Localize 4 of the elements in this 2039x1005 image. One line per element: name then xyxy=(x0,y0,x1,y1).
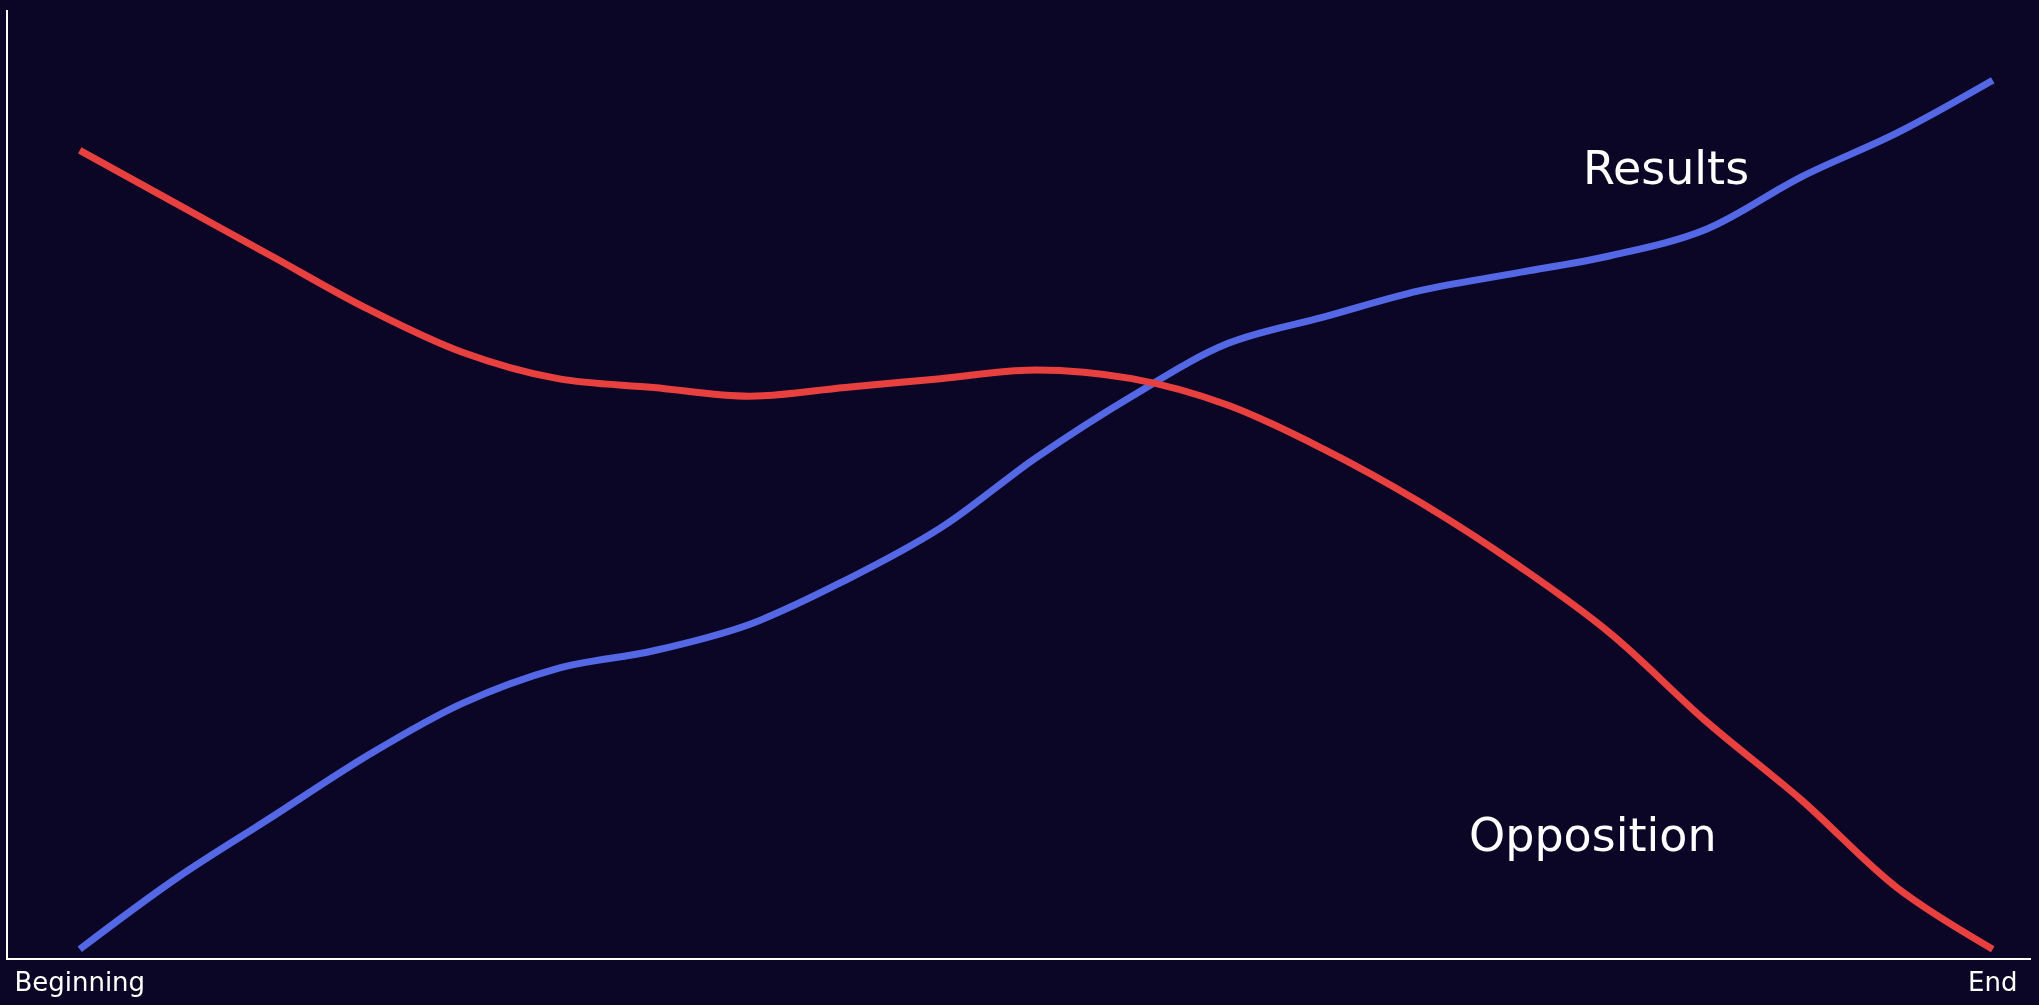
series-label: Opposition xyxy=(1469,808,1717,862)
series-label: Results xyxy=(1583,141,1750,195)
x-tick-label: End xyxy=(1968,967,2018,998)
x-tick-label: Beginning xyxy=(14,967,146,998)
